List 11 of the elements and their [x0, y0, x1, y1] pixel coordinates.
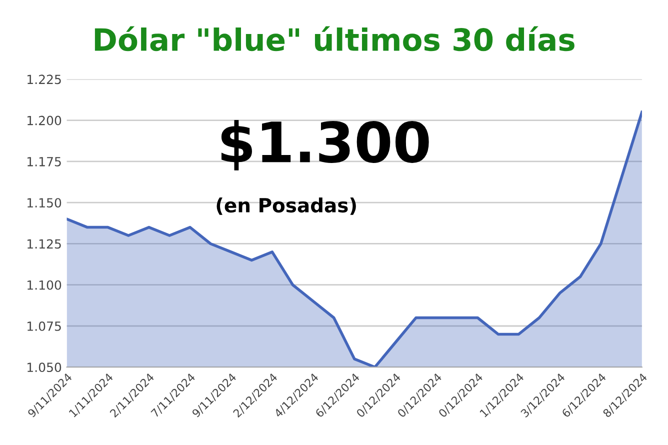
y-tick-label: 1.200 — [28, 116, 62, 126]
y-tick-label: 1.175 — [28, 157, 61, 166]
y-tick-label: 1.225 — [28, 74, 61, 84]
annotation: $1.300 — [221, 120, 429, 170]
y-tick-label: 1.125 — [28, 239, 61, 249]
y-tick-label: 1.150 — [28, 198, 62, 208]
y-tick-label: 1.050 — [28, 362, 62, 372]
y-tick-label: 1.100 — [28, 280, 62, 290]
y-tick-label: 1.075 — [28, 321, 61, 331]
annotation: (en Posadas) — [216, 198, 356, 215]
chart-title: Dólar "blue" últimos 30 días — [94, 26, 574, 52]
